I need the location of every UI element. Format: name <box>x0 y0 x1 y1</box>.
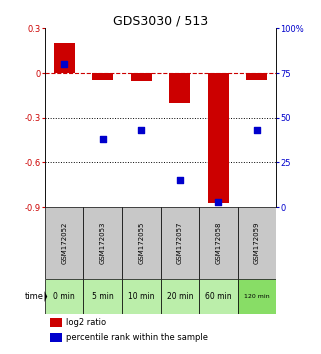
Bar <box>160 207 199 279</box>
Text: GSM172052: GSM172052 <box>61 222 67 264</box>
Text: 60 min: 60 min <box>205 292 231 301</box>
Text: 20 min: 20 min <box>167 292 193 301</box>
Point <box>139 127 144 133</box>
Bar <box>83 279 122 314</box>
Bar <box>169 73 190 103</box>
Point <box>100 136 105 142</box>
Point <box>62 61 67 67</box>
Bar <box>54 43 75 73</box>
Text: 0 min: 0 min <box>53 292 75 301</box>
Bar <box>49 318 62 327</box>
Bar <box>238 279 276 314</box>
Text: 10 min: 10 min <box>128 292 154 301</box>
Bar <box>199 207 238 279</box>
Text: time: time <box>25 292 44 301</box>
Text: 5 min: 5 min <box>92 292 114 301</box>
Text: log2 ratio: log2 ratio <box>66 318 106 327</box>
Text: GSM172059: GSM172059 <box>254 222 260 264</box>
Bar <box>122 279 160 314</box>
Bar <box>238 207 276 279</box>
Title: GDS3030 / 513: GDS3030 / 513 <box>113 14 208 27</box>
Text: GSM172053: GSM172053 <box>100 222 106 264</box>
Bar <box>246 73 267 80</box>
Bar <box>83 207 122 279</box>
Point <box>254 127 259 133</box>
Text: GSM172058: GSM172058 <box>215 222 221 264</box>
Point <box>177 177 182 183</box>
Bar <box>208 73 229 202</box>
Polygon shape <box>45 291 47 302</box>
Bar <box>199 279 238 314</box>
Point <box>216 199 221 205</box>
Bar <box>45 279 83 314</box>
Bar <box>49 333 62 342</box>
Text: GSM172057: GSM172057 <box>177 222 183 264</box>
Text: GSM172055: GSM172055 <box>138 222 144 264</box>
Bar <box>131 73 152 81</box>
Bar <box>92 73 113 80</box>
Bar <box>160 279 199 314</box>
Bar <box>45 207 83 279</box>
Text: 120 min: 120 min <box>244 294 270 299</box>
Text: percentile rank within the sample: percentile rank within the sample <box>66 333 208 342</box>
Bar <box>122 207 160 279</box>
